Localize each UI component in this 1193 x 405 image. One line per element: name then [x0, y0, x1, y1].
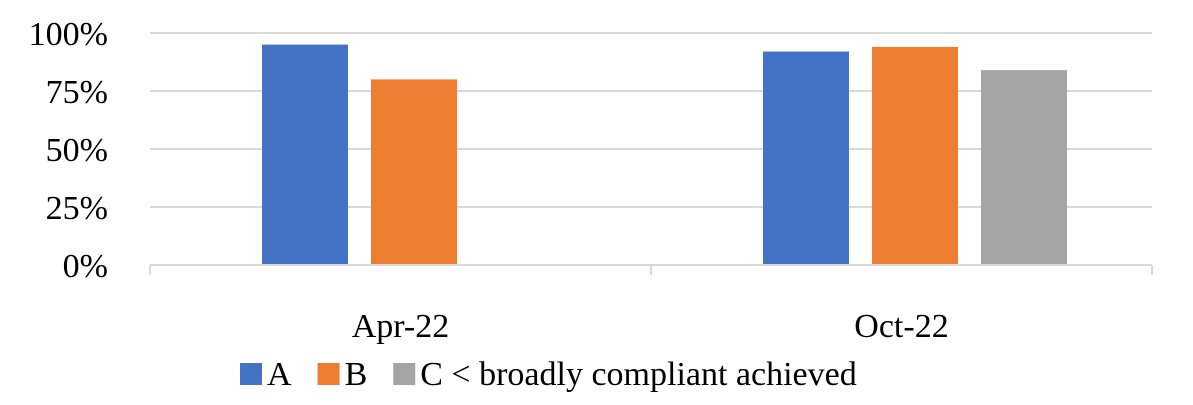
- bar-a-oct-22: [763, 51, 849, 266]
- bar-b-oct-22: [872, 46, 958, 265]
- legend-label: B: [345, 356, 368, 393]
- y-tick-label: 50%: [46, 132, 108, 169]
- legend-swatch: [393, 363, 416, 385]
- legend-label: C < broadly compliant achieved: [420, 356, 857, 393]
- legend-label: A: [267, 356, 292, 393]
- x-category-label: Apr-22: [352, 308, 450, 345]
- y-tick-label: 75%: [46, 74, 108, 111]
- y-tick-label: 25%: [46, 190, 108, 227]
- bar-c-oct-22: [981, 70, 1067, 266]
- x-axis: Apr-22 Oct-22: [149, 264, 1153, 345]
- bars: [262, 44, 1067, 266]
- legend: A B C < broadly compliant achieved: [240, 356, 857, 393]
- y-tick-label: 0%: [63, 248, 108, 285]
- x-category-label: Oct-22: [854, 308, 948, 345]
- bar-a-apr-22: [262, 44, 348, 265]
- y-tick-label: 100%: [29, 16, 108, 53]
- legend-swatch: [240, 363, 262, 385]
- legend-swatch: [317, 363, 340, 385]
- y-axis-ticks: 0% 25% 50% 75% 100%: [29, 16, 108, 285]
- bar-b-apr-22: [371, 79, 457, 266]
